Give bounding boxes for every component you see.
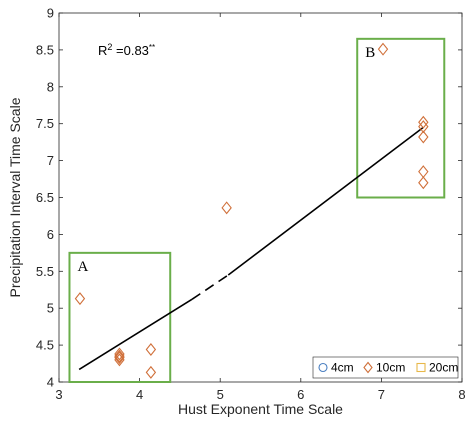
data-point-10cm [221, 201, 232, 215]
data-point-10cm [114, 349, 125, 363]
region-label-a: A [77, 259, 88, 275]
trendline-dashed-segment [191, 274, 229, 301]
data-point-10cm [418, 176, 429, 190]
y-tick-label: 4 [47, 375, 54, 390]
y-tick-label: 6 [47, 227, 54, 242]
y-axis-title: Precipitation Interval Time Scale [7, 97, 23, 297]
data-point-10cm [114, 351, 125, 365]
r2-base: R [98, 43, 107, 58]
data-point-10cm [418, 115, 429, 129]
r2-superscript: 2 [107, 42, 112, 52]
y-tick-label: 7.5 [36, 116, 54, 131]
data-point-10cm [114, 353, 125, 367]
data-point-10cm [377, 42, 389, 56]
legend-label-10cm: 10cm [376, 361, 405, 375]
legend-label-4cm: 4cm [331, 361, 354, 375]
legend-label-20cm: 20cm [429, 361, 458, 375]
y-tick-label: 7 [47, 153, 54, 168]
trendline-solid-segment [227, 126, 424, 276]
r2-value: =0.83 [112, 43, 149, 58]
trendline-solid-segment [78, 298, 193, 371]
x-tick-label: 6 [297, 387, 304, 402]
y-tick-label: 4.5 [36, 338, 54, 353]
x-tick-label: 5 [217, 387, 224, 402]
region-box-b [356, 37, 446, 199]
y-tick-label: 8.5 [36, 42, 54, 57]
legend-box [312, 356, 459, 379]
legend-marker-20cm [416, 362, 426, 373]
r2-significance: ** [149, 43, 155, 52]
data-point-10cm [418, 130, 429, 144]
data-point-10cm [145, 365, 157, 379]
x-tick-label: 4 [136, 387, 143, 402]
data-point-10cm [145, 343, 157, 357]
r-squared-annotation: R2 =0.83** [98, 42, 155, 58]
y-tick-label: 5.5 [36, 264, 54, 279]
legend-marker-10cm [363, 361, 373, 374]
y-tick-label: 6.5 [36, 190, 54, 205]
y-tick-label: 9 [47, 6, 54, 21]
y-tick-label: 8 [47, 79, 54, 94]
legend-marker-4cm [318, 362, 328, 373]
data-point-10cm [114, 347, 125, 361]
data-point-10cm [418, 120, 429, 134]
x-tick-label: 7 [378, 387, 385, 402]
x-tick-label: 3 [55, 387, 62, 402]
x-axis-title: Hust Exponent Time Scale [178, 401, 343, 417]
region-label-b: B [365, 45, 375, 61]
data-point-10cm [74, 292, 86, 306]
y-tick-label: 5 [47, 301, 54, 316]
region-box-a [68, 251, 172, 383]
x-tick-label: 8 [458, 387, 465, 402]
